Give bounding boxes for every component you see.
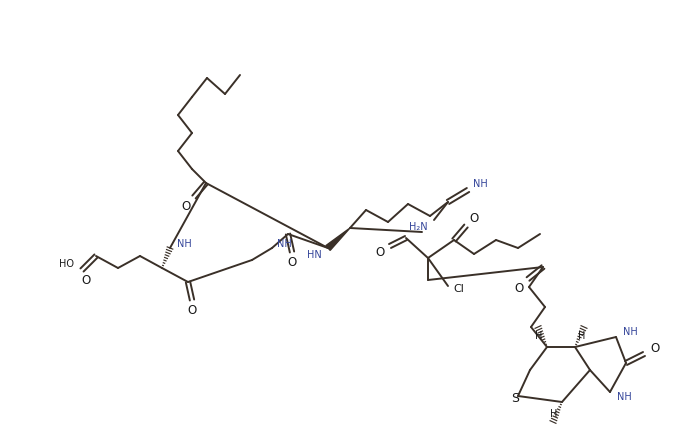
Text: HO: HO	[59, 259, 74, 269]
Text: NH: NH	[617, 392, 631, 402]
Polygon shape	[326, 228, 350, 250]
Text: H: H	[550, 409, 558, 419]
Text: O: O	[650, 343, 660, 356]
Text: S: S	[511, 391, 519, 405]
Text: Cl: Cl	[454, 284, 464, 294]
Text: O: O	[81, 273, 91, 286]
Text: O: O	[187, 304, 197, 316]
Text: HN: HN	[307, 250, 322, 260]
Text: O: O	[182, 200, 191, 212]
Text: H: H	[535, 331, 543, 341]
Text: O: O	[469, 212, 479, 224]
Text: H₂N: H₂N	[408, 222, 428, 232]
Text: NH: NH	[177, 239, 191, 249]
Text: NH: NH	[473, 179, 488, 189]
Text: NH: NH	[623, 327, 637, 337]
Text: O: O	[514, 282, 524, 295]
Text: H: H	[579, 331, 586, 341]
Text: O: O	[288, 255, 296, 268]
Text: NH: NH	[277, 239, 292, 249]
Text: O: O	[376, 246, 385, 259]
